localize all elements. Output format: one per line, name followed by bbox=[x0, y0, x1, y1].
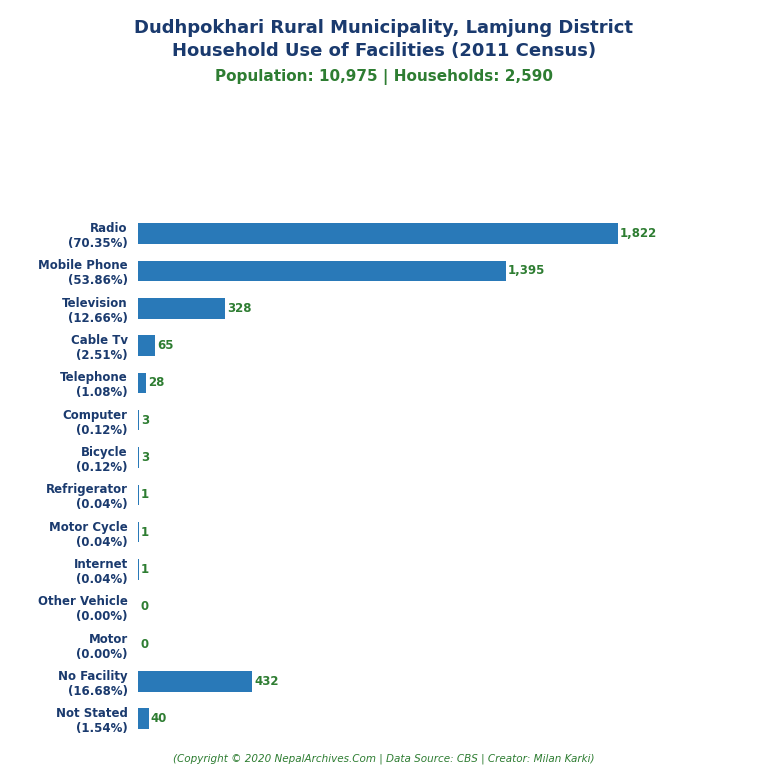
Text: (Copyright © 2020 NepalArchives.Com | Data Source: CBS | Creator: Milan Karki): (Copyright © 2020 NepalArchives.Com | Da… bbox=[174, 753, 594, 764]
Bar bbox=[138, 336, 155, 356]
Text: 3: 3 bbox=[141, 414, 149, 427]
Text: Household Use of Facilities (2011 Census): Household Use of Facilities (2011 Census… bbox=[172, 42, 596, 60]
Text: 432: 432 bbox=[254, 675, 279, 688]
Bar bbox=[138, 372, 146, 393]
Text: Population: 10,975 | Households: 2,590: Population: 10,975 | Households: 2,590 bbox=[215, 69, 553, 85]
Bar bbox=[138, 261, 505, 281]
Text: 1,395: 1,395 bbox=[508, 264, 545, 277]
Text: 328: 328 bbox=[227, 302, 251, 315]
Bar bbox=[138, 410, 139, 430]
Text: 65: 65 bbox=[157, 339, 174, 352]
Text: 1: 1 bbox=[141, 563, 149, 576]
Bar bbox=[138, 447, 139, 468]
Text: 1: 1 bbox=[141, 488, 149, 502]
Bar bbox=[138, 708, 149, 729]
Bar bbox=[138, 223, 618, 244]
Text: 0: 0 bbox=[141, 637, 148, 650]
Text: 28: 28 bbox=[147, 376, 164, 389]
Bar bbox=[138, 298, 224, 319]
Bar bbox=[138, 671, 252, 691]
Text: 1,822: 1,822 bbox=[620, 227, 657, 240]
Text: 3: 3 bbox=[141, 451, 149, 464]
Text: 1: 1 bbox=[141, 525, 149, 538]
Text: 40: 40 bbox=[151, 712, 167, 725]
Text: 0: 0 bbox=[141, 601, 148, 613]
Text: Dudhpokhari Rural Municipality, Lamjung District: Dudhpokhari Rural Municipality, Lamjung … bbox=[134, 19, 634, 37]
